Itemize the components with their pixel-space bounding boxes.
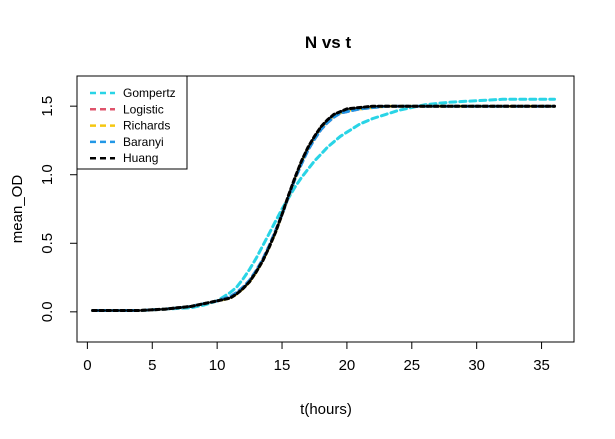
legend-box (76, 75, 188, 170)
legend: Gompertz Logistic Richards Baranyi Huang (76, 75, 188, 170)
series-lines (91, 97, 556, 312)
x-axis-label: t(hours) (300, 401, 352, 418)
legend-label-richards: Richards (123, 119, 170, 133)
legend-label-logistic: Logistic (123, 102, 164, 116)
legend-label-huang: Huang (123, 151, 158, 165)
legend-label-baranyi: Baranyi (123, 135, 164, 149)
y-tick-label: 0.5 (39, 233, 56, 254)
chart-title: N vs t (305, 33, 352, 52)
x-tick-label: 15 (274, 357, 291, 374)
y-tick-label: 1.0 (39, 164, 56, 185)
y-axis-label: mean_OD (9, 175, 26, 244)
x-tick-label: 25 (403, 357, 420, 374)
y-tick-label: 0.0 (39, 301, 56, 322)
y-tick-label: 1.5 (39, 96, 56, 117)
series-line-huang (91, 104, 556, 312)
x-tick-label: 30 (468, 357, 485, 374)
x-axis: 0 5 10 15 20 25 30 35 (83, 341, 550, 374)
x-tick-label: 10 (209, 357, 226, 374)
x-tick-label: 5 (148, 357, 156, 374)
x-tick-label: 20 (339, 357, 356, 374)
legend-label-gompertz: Gompertz (123, 86, 176, 100)
y-axis: 0.0 0.5 1.0 1.5 (39, 96, 78, 322)
x-tick-label: 35 (533, 357, 550, 374)
x-tick-label: 0 (83, 357, 91, 374)
